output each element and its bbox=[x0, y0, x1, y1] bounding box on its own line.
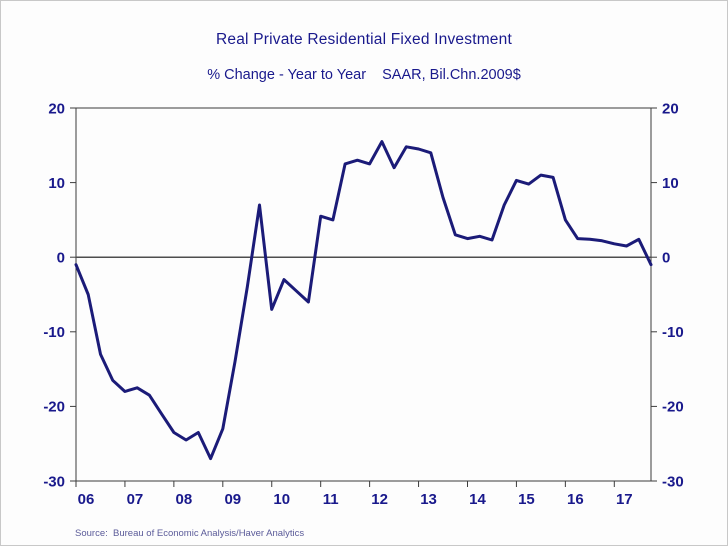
data-line bbox=[74, 140, 653, 461]
x-axis-label: 17 bbox=[616, 491, 633, 508]
chart-subtitle: % Change - Year to Year SAAR, Bil.Chn.20… bbox=[207, 67, 521, 83]
x-axis-label: 11 bbox=[323, 491, 339, 508]
x-axis-label: 07 bbox=[127, 491, 144, 508]
x-axis-label: 06 bbox=[78, 491, 95, 508]
x-axis-label: 10 bbox=[273, 491, 290, 508]
source-note: Source: Bureau of Economic Analysis/Have… bbox=[75, 528, 305, 539]
y-axis-label-left: 10 bbox=[48, 175, 65, 192]
y-axis-label-left: -20 bbox=[43, 399, 65, 416]
y-axis-label-right: 0 bbox=[662, 249, 670, 266]
y-axis-label-left: -10 bbox=[43, 324, 65, 341]
y-axis-label-left: 0 bbox=[57, 249, 65, 266]
x-axis-label: 15 bbox=[518, 491, 535, 508]
x-axis-label: 14 bbox=[469, 491, 486, 508]
x-axis-label: 12 bbox=[371, 491, 388, 508]
plot-frame bbox=[75, 107, 652, 482]
x-axis-label: 13 bbox=[420, 491, 437, 508]
y-axis-label-left: -30 bbox=[43, 473, 65, 490]
x-axis-label: 16 bbox=[567, 491, 584, 508]
y-axis-label-right: -20 bbox=[662, 399, 684, 416]
y-axis-label-right: -10 bbox=[662, 324, 684, 341]
y-axis-label-right: 20 bbox=[662, 100, 679, 117]
y-axis-label-left: 20 bbox=[48, 100, 65, 117]
y-axis-label-right: -30 bbox=[662, 473, 684, 490]
chart-title: Real Private Residential Fixed Investmen… bbox=[216, 31, 512, 48]
y-axis-label-right: 10 bbox=[662, 175, 679, 192]
x-axis-label: 09 bbox=[224, 491, 241, 508]
x-axis-label: 08 bbox=[176, 491, 193, 508]
